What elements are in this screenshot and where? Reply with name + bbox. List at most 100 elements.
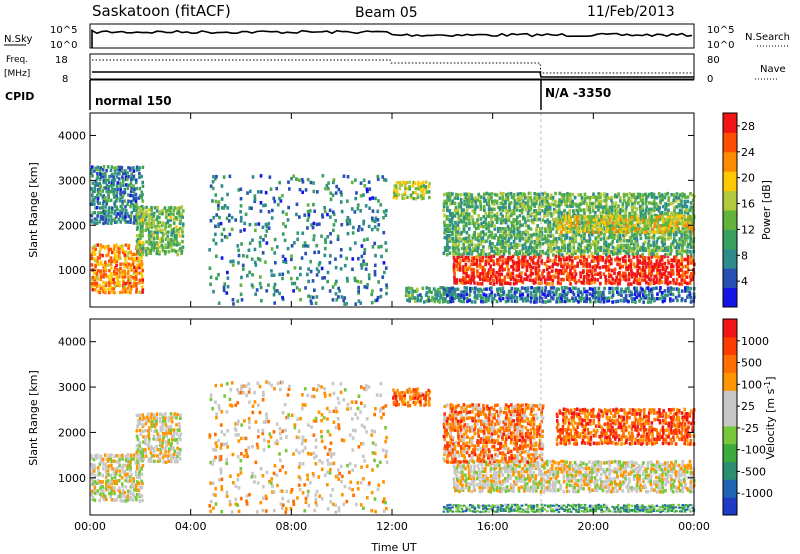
scatter-cell — [297, 483, 301, 487]
scatter-cell — [324, 240, 327, 244]
scatter-cell — [455, 295, 458, 299]
scatter-cell — [93, 252, 97, 257]
scatter-cell — [669, 252, 672, 256]
scatter-cell — [211, 462, 214, 466]
scatter-cell — [633, 232, 637, 237]
scatter-cell — [275, 473, 279, 477]
scatter-cell — [670, 258, 674, 262]
scatter-cell — [164, 447, 167, 451]
scatter-cell — [498, 258, 502, 262]
scatter-cell — [222, 175, 226, 179]
scatter-cell — [273, 199, 277, 204]
scatter-cell — [664, 205, 668, 209]
scatter-cell — [259, 235, 262, 240]
scatter-cell — [133, 278, 136, 282]
scatter-cell — [495, 280, 499, 285]
scatter-cell — [117, 486, 121, 490]
scatter-cell — [465, 212, 468, 216]
scatter-cell — [136, 437, 140, 441]
scatter-cell — [306, 177, 310, 182]
scatter-cell — [149, 459, 153, 463]
scatter-cell — [487, 261, 491, 266]
scatter-cell — [666, 282, 670, 286]
scatter-cell — [212, 447, 215, 452]
scatter-cell — [130, 457, 133, 461]
scatter-cell — [538, 237, 541, 241]
scatter-cell — [96, 188, 100, 192]
scatter-cell — [130, 483, 133, 487]
scatter-cell — [539, 277, 543, 281]
scatter-cell — [116, 187, 119, 191]
scatter-cell — [365, 285, 369, 290]
scatter-cell — [644, 236, 648, 240]
scatter-cell — [155, 444, 158, 449]
scatter-cell — [549, 275, 552, 279]
scatter-cell — [542, 275, 546, 279]
scatter-cell — [237, 248, 240, 253]
scatter-cell — [138, 221, 142, 226]
scatter-cell — [547, 223, 551, 228]
scatter-cell — [113, 187, 117, 192]
scatter-cell — [130, 257, 134, 261]
scatter-cell — [673, 255, 676, 260]
scatter-cell — [124, 287, 127, 291]
colorbar-tick-label: 8 — [741, 249, 748, 262]
scatter-cell — [108, 269, 111, 273]
scatter-cell — [328, 260, 332, 265]
scatter-cell — [680, 221, 684, 225]
scatter-cell — [644, 208, 648, 213]
scatter-cell — [132, 184, 135, 188]
scatter-cell — [332, 461, 336, 466]
scatter-cell — [132, 166, 135, 170]
scatter-cell — [642, 213, 646, 218]
scatter-cell — [467, 265, 471, 270]
scatter-cell — [569, 282, 572, 286]
scatter-cell — [686, 218, 690, 222]
scatter-cell — [563, 258, 566, 262]
scatter-cell — [257, 435, 260, 439]
scatter-cell — [569, 289, 573, 293]
scatter-cell — [551, 195, 555, 200]
scatter-cell — [462, 215, 466, 219]
scatter-cell — [578, 225, 582, 229]
scatter-cell — [671, 298, 675, 303]
scatter-cell — [655, 259, 659, 263]
scatter-cell — [537, 289, 541, 293]
scatter-cell — [136, 263, 139, 267]
scatter-cell — [447, 287, 451, 291]
scatter-cell — [179, 432, 182, 436]
scatter-cell — [506, 198, 510, 202]
scatter-cell — [655, 286, 658, 290]
scatter-cell — [664, 218, 667, 222]
scatter-cell — [265, 416, 269, 420]
scatter-cell — [420, 296, 423, 300]
scatter-cell — [554, 236, 558, 241]
scatter-cell — [484, 262, 487, 267]
scatter-cell — [473, 230, 476, 235]
scatter-cell — [583, 211, 586, 215]
scatter-cell — [107, 244, 110, 249]
scatter-cell — [513, 299, 517, 303]
scatter-cell — [624, 218, 628, 222]
scatter-cell — [279, 199, 283, 203]
scatter-cell — [137, 463, 141, 467]
scatter-cell — [133, 218, 136, 222]
scatter-cell — [323, 391, 327, 396]
scatter-cell — [310, 425, 313, 429]
scatter-cell — [120, 494, 124, 499]
scatter-cell — [262, 203, 265, 208]
scatter-cell — [126, 498, 129, 502]
scatter-cell — [281, 380, 284, 384]
scatter-cell — [515, 278, 518, 283]
scatter-cell — [264, 222, 268, 227]
scatter-cell — [603, 220, 607, 225]
scatter-cell — [454, 236, 458, 241]
scatter-cell — [176, 206, 179, 210]
scatter-cell — [660, 275, 664, 279]
scatter-cell — [284, 257, 287, 262]
scatter-cell — [247, 390, 251, 394]
scatter-cell — [664, 223, 667, 227]
scatter-cell — [173, 242, 176, 247]
scatter-cell — [312, 181, 315, 185]
scatter-cell — [432, 287, 436, 291]
